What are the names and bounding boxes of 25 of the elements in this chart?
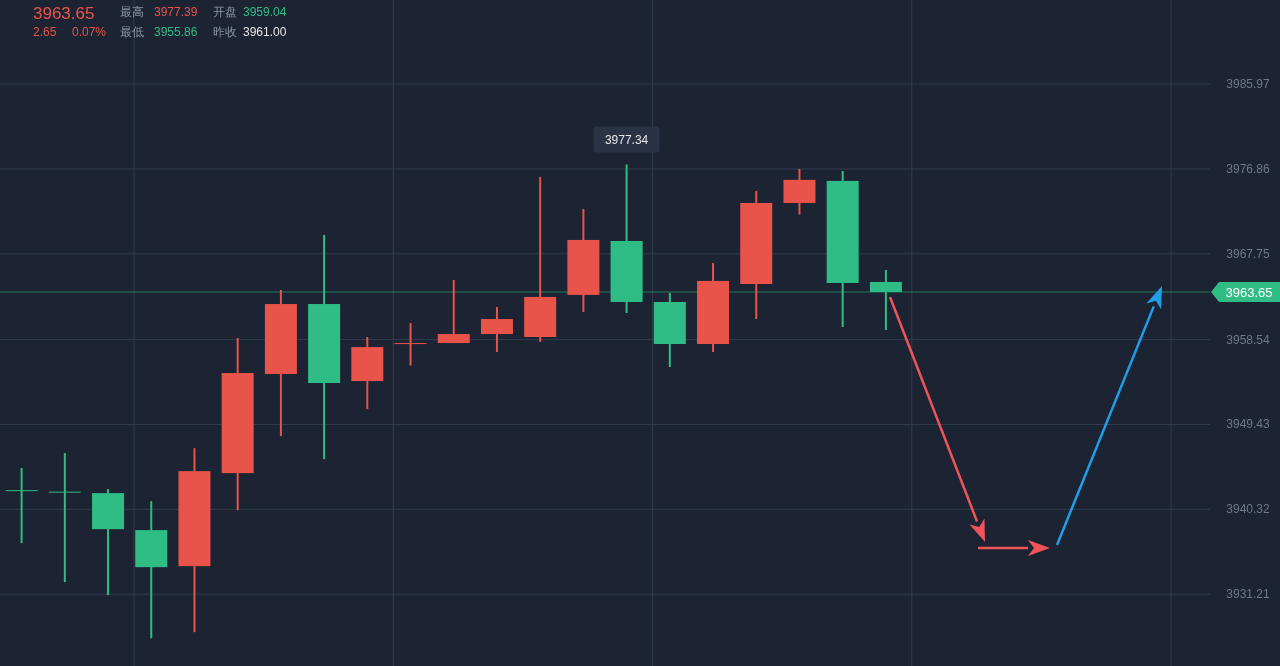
- y-tick-label: 3940.32: [1226, 502, 1271, 517]
- y-tick-label: 3967.75: [1226, 246, 1271, 261]
- candlestick: [48, 452, 81, 584]
- y-tick-label: 3958.54: [1226, 332, 1271, 347]
- annotation: 3963.65: [33, 4, 95, 23]
- ref-line-label: 3963.65: [1225, 284, 1273, 300]
- annotation-label: 3977.34: [593, 126, 660, 153]
- y-tick-label: 3985.97: [1226, 77, 1271, 92]
- annotation: 昨收: [213, 25, 237, 39]
- annotation: 0.07%: [72, 25, 107, 39]
- annotation: 最低: [120, 25, 144, 39]
- candlestick: [5, 467, 38, 545]
- annotation: 最高: [120, 5, 144, 19]
- y-tick-label: 3976.86: [1226, 161, 1271, 176]
- candlestick: [394, 322, 427, 367]
- annotation: 3961.00: [243, 25, 287, 39]
- annotation: 3959.04: [243, 5, 287, 19]
- y-tick-label: 3931.21: [1226, 587, 1271, 602]
- annotation: 2.65: [33, 25, 57, 39]
- y-tick-label: 3949.43: [1226, 417, 1271, 432]
- annotation: 3977.39: [154, 5, 198, 19]
- annotation: 3977.34: [604, 133, 649, 148]
- candlestick: [869, 268, 902, 332]
- annotation: 开盘: [213, 5, 237, 19]
- annotation: 3955.86: [154, 25, 198, 39]
